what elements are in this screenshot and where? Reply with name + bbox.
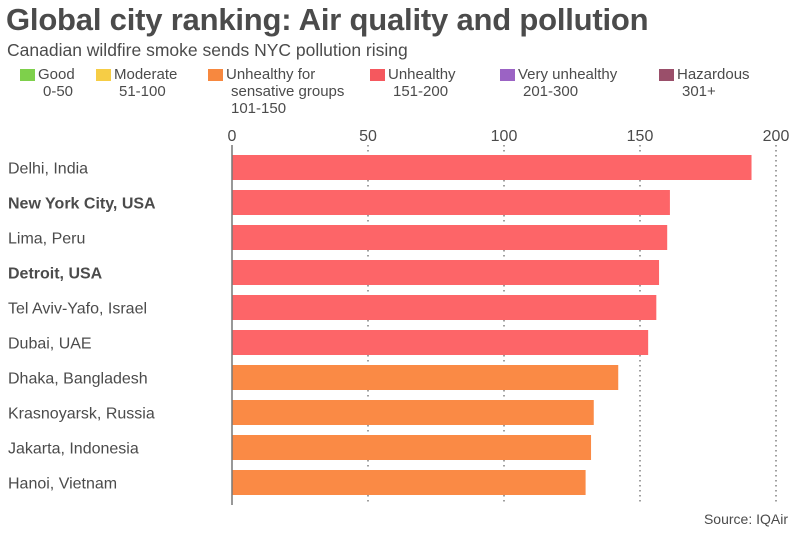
category-label: Jakarta, Indonesia <box>8 441 139 458</box>
legend-range: 151-200 <box>393 83 449 100</box>
legend-range: 0-50 <box>43 83 74 100</box>
x-tick-label: 50 <box>359 128 377 145</box>
bar-9 <box>232 470 586 495</box>
legend-label: Hazardous <box>677 66 750 83</box>
legend-range: 51-100 <box>119 83 166 100</box>
legend-swatch-good <box>20 69 35 81</box>
category-label: Tel Aviv-Yafo, Israel <box>8 301 147 318</box>
legend-swatch-very-unhealthy <box>500 69 515 81</box>
legend-range: 201-300 <box>523 83 579 100</box>
category-label: Detroit, USA <box>8 266 103 283</box>
legend-label: Very unhealthy <box>518 66 618 83</box>
source-note: Source: IQAir <box>703 511 788 527</box>
x-tick-label: 150 <box>627 128 654 145</box>
legend-swatch-unhealthy <box>370 69 385 81</box>
category-labels: Delhi, India New York City, USA Lima, Peru… <box>8 161 156 493</box>
legend-range: 101-150 <box>231 100 287 117</box>
x-tick-label: 100 <box>491 128 518 145</box>
bar-4 <box>232 295 657 320</box>
x-axis-ticks: 0 50 100 150 200 <box>228 128 790 145</box>
legend-label: Good <box>38 66 75 83</box>
category-label: Krasnoyarsk, Russia <box>8 406 155 423</box>
legend-label: Unhealthy for <box>226 66 316 83</box>
category-label: New York City, USA <box>8 196 156 213</box>
bar-2 <box>232 225 668 250</box>
legend-swatch-hazardous <box>659 69 674 81</box>
category-label: Dubai, UAE <box>8 336 92 353</box>
bar-1 <box>232 190 670 215</box>
legend-label: Unhealthy <box>388 66 456 83</box>
legend-range: 301+ <box>682 83 716 100</box>
legend-swatch-unhealthy-sensitive <box>208 69 223 81</box>
bar-5 <box>232 330 649 355</box>
legend-label-line2: sensative groups <box>231 83 345 100</box>
bar-7 <box>232 400 594 425</box>
bar-0 <box>232 155 752 180</box>
chart-title: Global city ranking: Air quality and pol… <box>6 2 649 37</box>
legend-label: Moderate <box>114 66 178 83</box>
chart-subtitle: Canadian wildfire smoke sends NYC pollut… <box>7 40 408 60</box>
x-tick-label: 0 <box>228 128 237 145</box>
bars <box>232 155 752 495</box>
legend-swatch-moderate <box>96 69 111 81</box>
category-label: Dhaka, Bangladesh <box>8 371 148 388</box>
bar-8 <box>232 435 592 460</box>
bar-3 <box>232 260 660 285</box>
bar-6 <box>232 365 619 390</box>
category-label: Lima, Peru <box>8 231 85 248</box>
x-tick-label: 200 <box>763 128 790 145</box>
category-label: Delhi, India <box>8 161 88 178</box>
category-label: Hanoi, Vietnam <box>8 476 117 493</box>
